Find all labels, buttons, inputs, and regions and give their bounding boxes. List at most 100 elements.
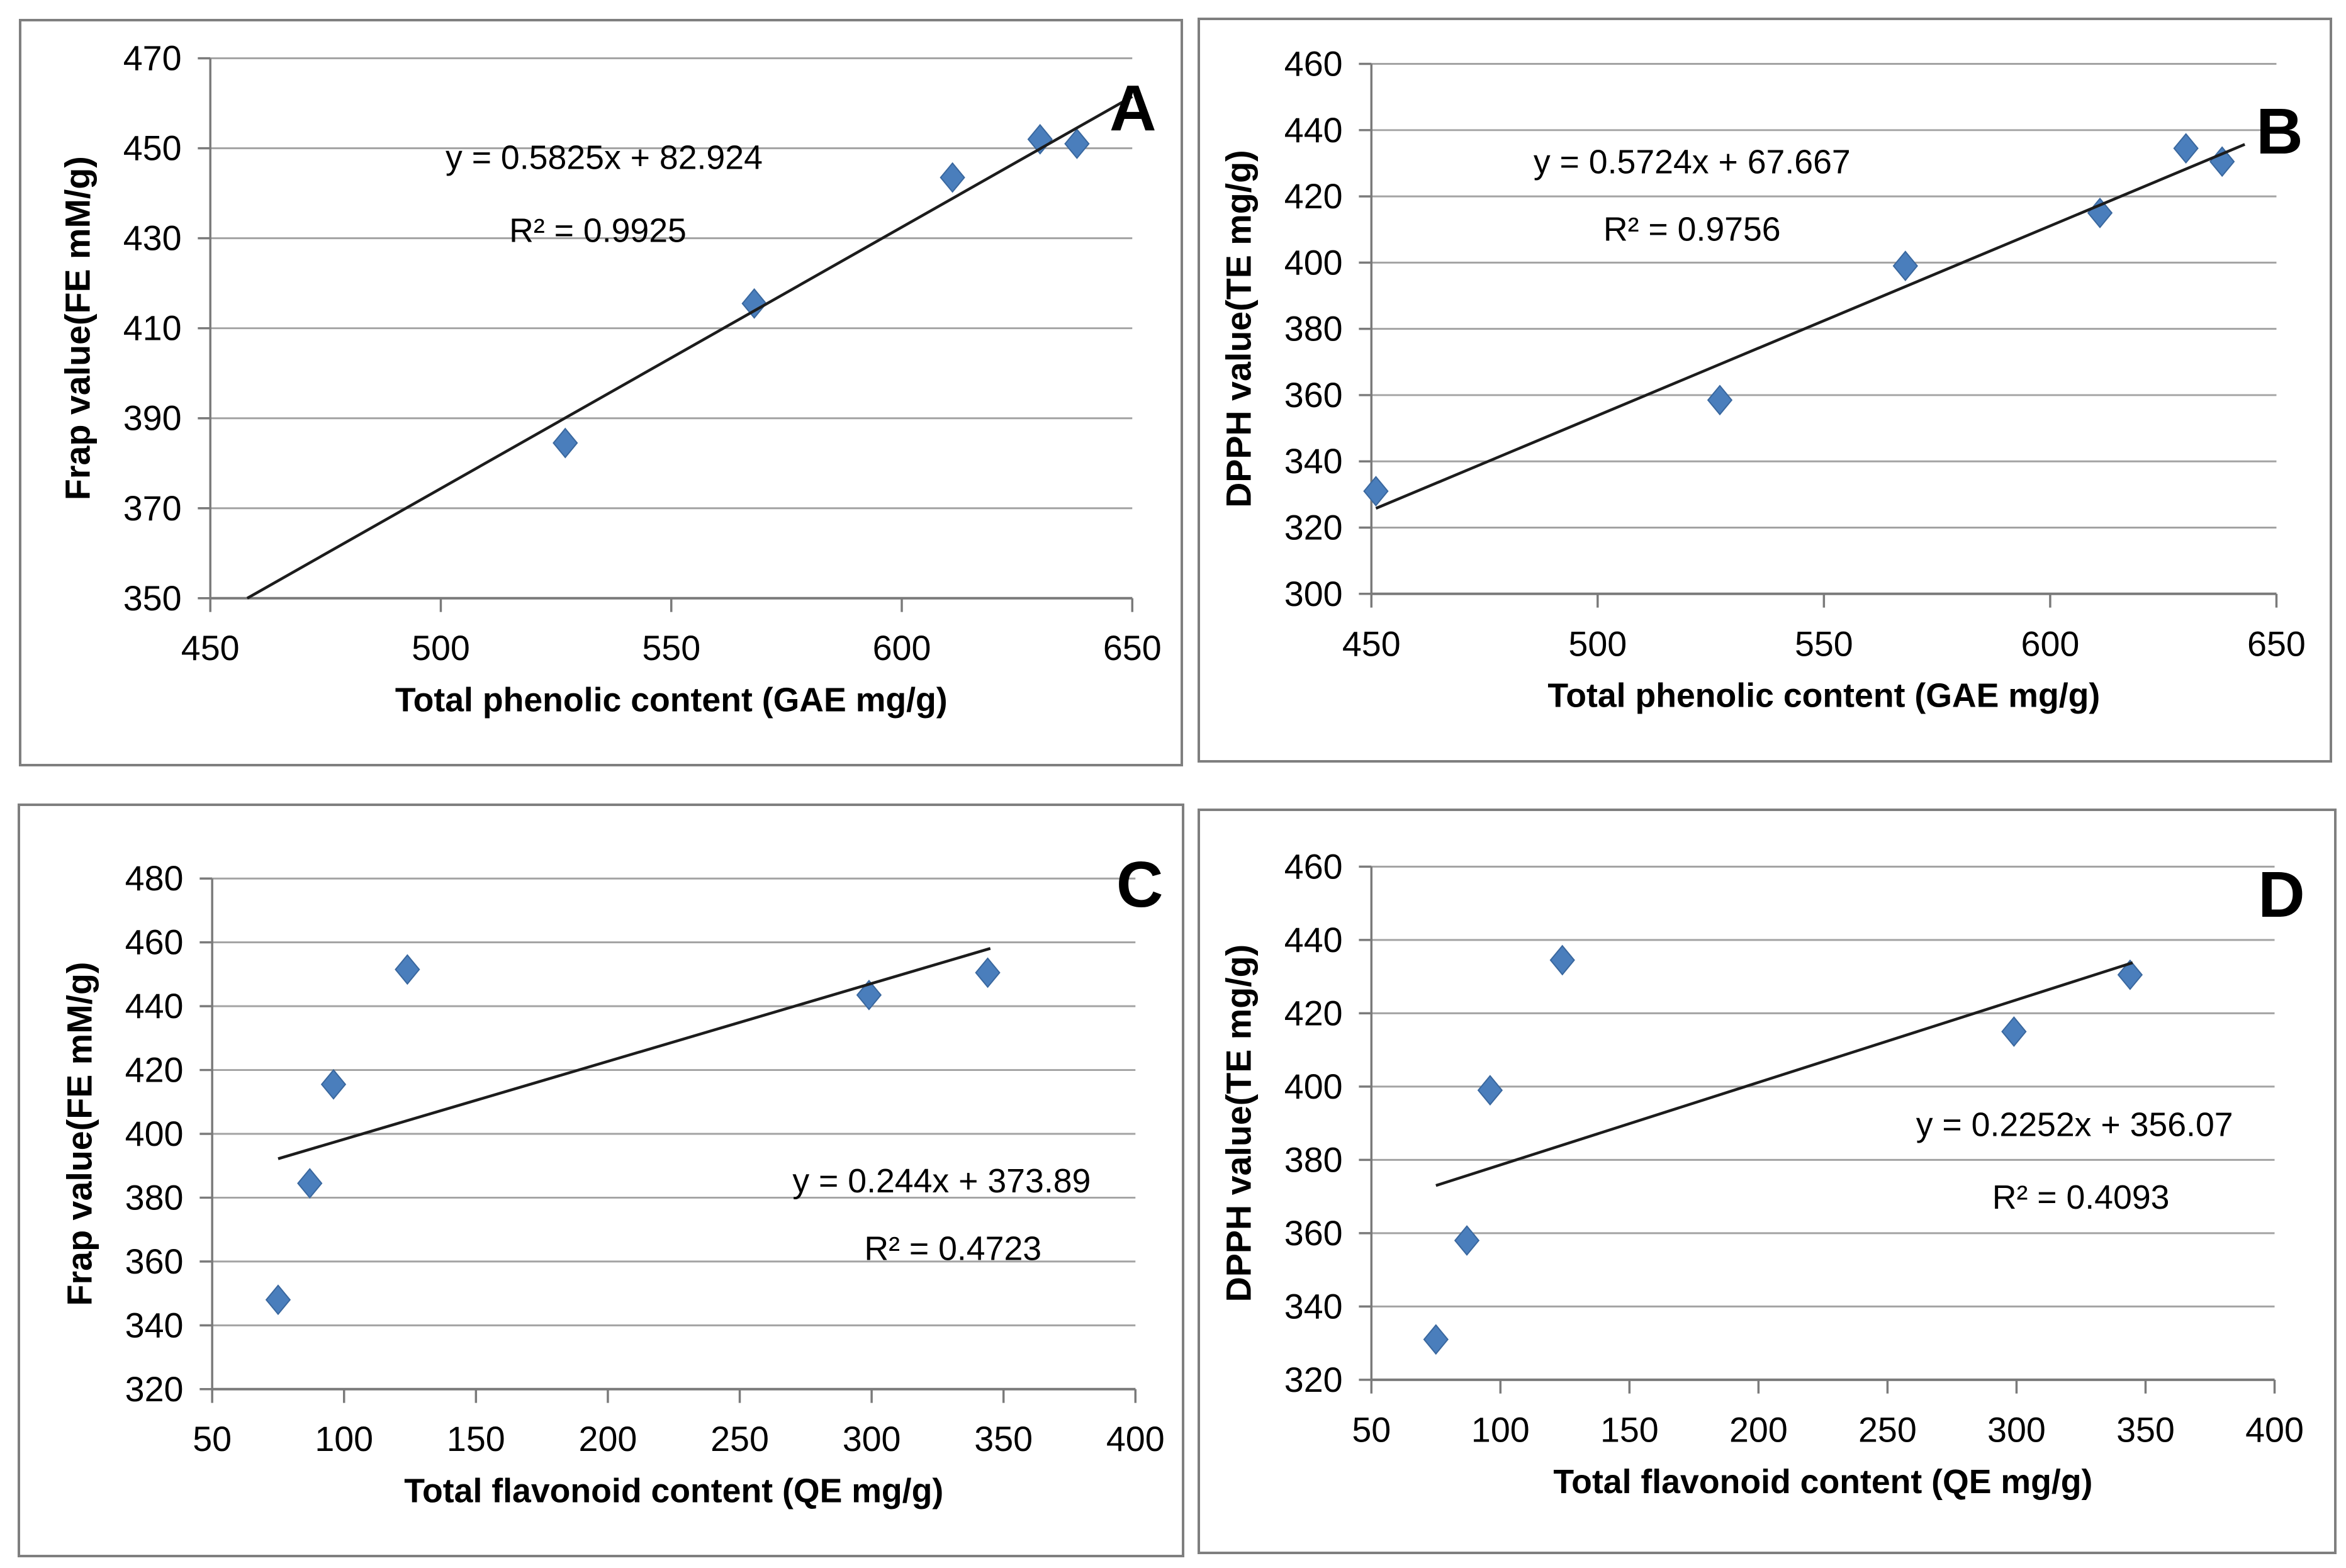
y-tick-label: 390 [123,399,182,438]
scatter-point [1477,1075,1503,1106]
x-tick-label: 500 [412,629,470,668]
y-tick-label: 410 [123,309,182,348]
y-tick-label: 340 [125,1306,184,1345]
chart-d-scatter: 320 340 360 380 400 420 440 460 50 100 150 200 250 30… [1220,847,2305,1500]
trendline [246,95,1133,600]
scatter-point [320,1068,347,1100]
y-tick-label: 320 [1284,1360,1343,1399]
scatter-point [1549,944,1575,976]
panel-c: 320 340 360 380 400 420 440 460 480 50 100 150 200 25… [18,804,1184,1557]
scatter-point [1363,476,1389,507]
y-tick-label: 440 [1284,921,1343,960]
trendline-r2-label: R² = 0.9756 [1603,211,1781,249]
scatter-point [1064,128,1090,159]
trendline-r2-label: R² = 0.4723 [864,1229,1041,1267]
y-tick-label: 420 [1284,994,1343,1033]
scatter-point [297,1168,323,1199]
scatter-point [2001,1016,2027,1047]
trendline-equation: y = 0.244x + 373.89 [792,1162,1091,1200]
x-tick-label: 600 [873,629,931,668]
y-tick-label: 450 [123,129,182,168]
scatter-point [2117,959,2143,990]
y-tick-label: 400 [1284,243,1343,282]
y-tick-label: 380 [1284,310,1343,349]
x-tick-label: 450 [181,629,240,668]
y-tick-label: 420 [1284,177,1343,216]
x-axis-title: Total phenolic content (GAE mg/g) [1547,677,2100,715]
y-tick-label: 340 [1284,1287,1343,1326]
scatter-point [1454,1225,1480,1256]
y-tick-label: 380 [125,1178,184,1217]
chart-c-scatter: 320 340 360 380 400 420 440 460 480 50 100 150 200 25… [60,848,1165,1510]
x-tick-label: 600 [2021,624,2080,663]
panel-label: C [1116,848,1164,921]
panel-label: D [2258,858,2305,931]
scatter-point [1707,384,1733,416]
y-tick-label: 380 [1284,1140,1343,1179]
x-tick-label: 350 [2116,1410,2175,1449]
x-tick-label: 450 [1342,624,1401,663]
x-tick-label: 550 [642,629,700,668]
trendline [278,947,991,1160]
y-tick-label: 440 [125,987,184,1026]
y-tick-label: 370 [123,489,182,528]
y-tick-label: 420 [125,1051,184,1090]
x-tick-label: 300 [843,1420,901,1459]
x-tick-label: 550 [1795,624,1853,663]
trendline-r2-label: R² = 0.4093 [1992,1179,2170,1216]
x-tick-label: 200 [1729,1410,1788,1449]
scatter-point [265,1284,291,1316]
y-tick-label: 480 [125,859,184,898]
scatter-point [1892,250,1918,282]
x-tick-label: 100 [315,1420,373,1459]
y-tick-label: 360 [125,1242,184,1281]
trendline-equation: y = 0.5724x + 67.667 [1534,143,1851,181]
scatter-point [856,979,882,1011]
x-tick-label: 200 [579,1420,637,1459]
trendline-equation: y = 0.2252x + 356.07 [1916,1106,2233,1144]
x-axis-title: Total phenolic content (GAE mg/g) [395,681,948,719]
x-tick-label: 500 [1568,624,1627,663]
y-axis-title: DPPH value(TE mg/g) [1220,944,1259,1302]
x-tick-label: 650 [2247,624,2306,663]
x-tick-label: 400 [2245,1410,2304,1449]
x-tick-label: 650 [1103,629,1162,668]
y-tick-label: 430 [123,219,182,258]
y-axis-title: Frap value(FE mM/g) [59,156,98,500]
x-axis-title: Total flavonoid content (QE mg/g) [404,1472,943,1510]
scatter-point [741,288,767,319]
chart-b-scatter: 300 320 340 360 380 400 420 440 460 450 500 550 600 6… [1220,45,2306,715]
x-tick-label: 300 [1987,1410,2046,1449]
y-tick-label: 340 [1284,442,1343,481]
panel-label: B [2256,94,2303,167]
scatter-point [1423,1324,1449,1355]
x-tick-label: 250 [710,1420,769,1459]
panel-d: 320 340 360 380 400 420 440 460 50 100 150 200 250 30… [1198,809,2337,1554]
chart-a-scatter: 350 370 390 410 430 450 470 450 500 550 600 650 Tota… [59,39,1162,719]
trendline [1435,961,2133,1187]
y-tick-label: 360 [1284,376,1343,415]
x-tick-label: 100 [1471,1410,1530,1449]
x-tick-label: 250 [1858,1410,1917,1449]
y-axis-title: Frap value(FE mM/g) [60,962,99,1306]
panel-a: 350 370 390 410 430 450 470 450 500 550 600 650 Tota… [19,19,1183,766]
y-tick-label: 460 [1284,45,1343,84]
y-tick-label: 350 [123,579,182,618]
scatter-point [975,957,1001,988]
panel-b: 300 320 340 360 380 400 420 440 460 450 500 550 600 6… [1198,18,2332,763]
y-tick-label: 400 [125,1114,184,1153]
trendline-equation: y = 0.5825x + 82.924 [446,139,763,177]
y-tick-label: 360 [1284,1214,1343,1253]
y-tick-label: 460 [1284,847,1343,886]
y-tick-label: 460 [125,923,184,962]
y-tick-label: 300 [1284,574,1343,613]
x-tick-label: 150 [447,1420,505,1459]
y-tick-label: 320 [125,1370,184,1409]
x-tick-label: 400 [1106,1420,1165,1459]
y-tick-label: 400 [1284,1067,1343,1106]
trendline [1375,143,2245,510]
x-tick-label: 50 [193,1420,232,1459]
y-tick-label: 440 [1284,111,1343,150]
scatter-point [940,162,965,193]
